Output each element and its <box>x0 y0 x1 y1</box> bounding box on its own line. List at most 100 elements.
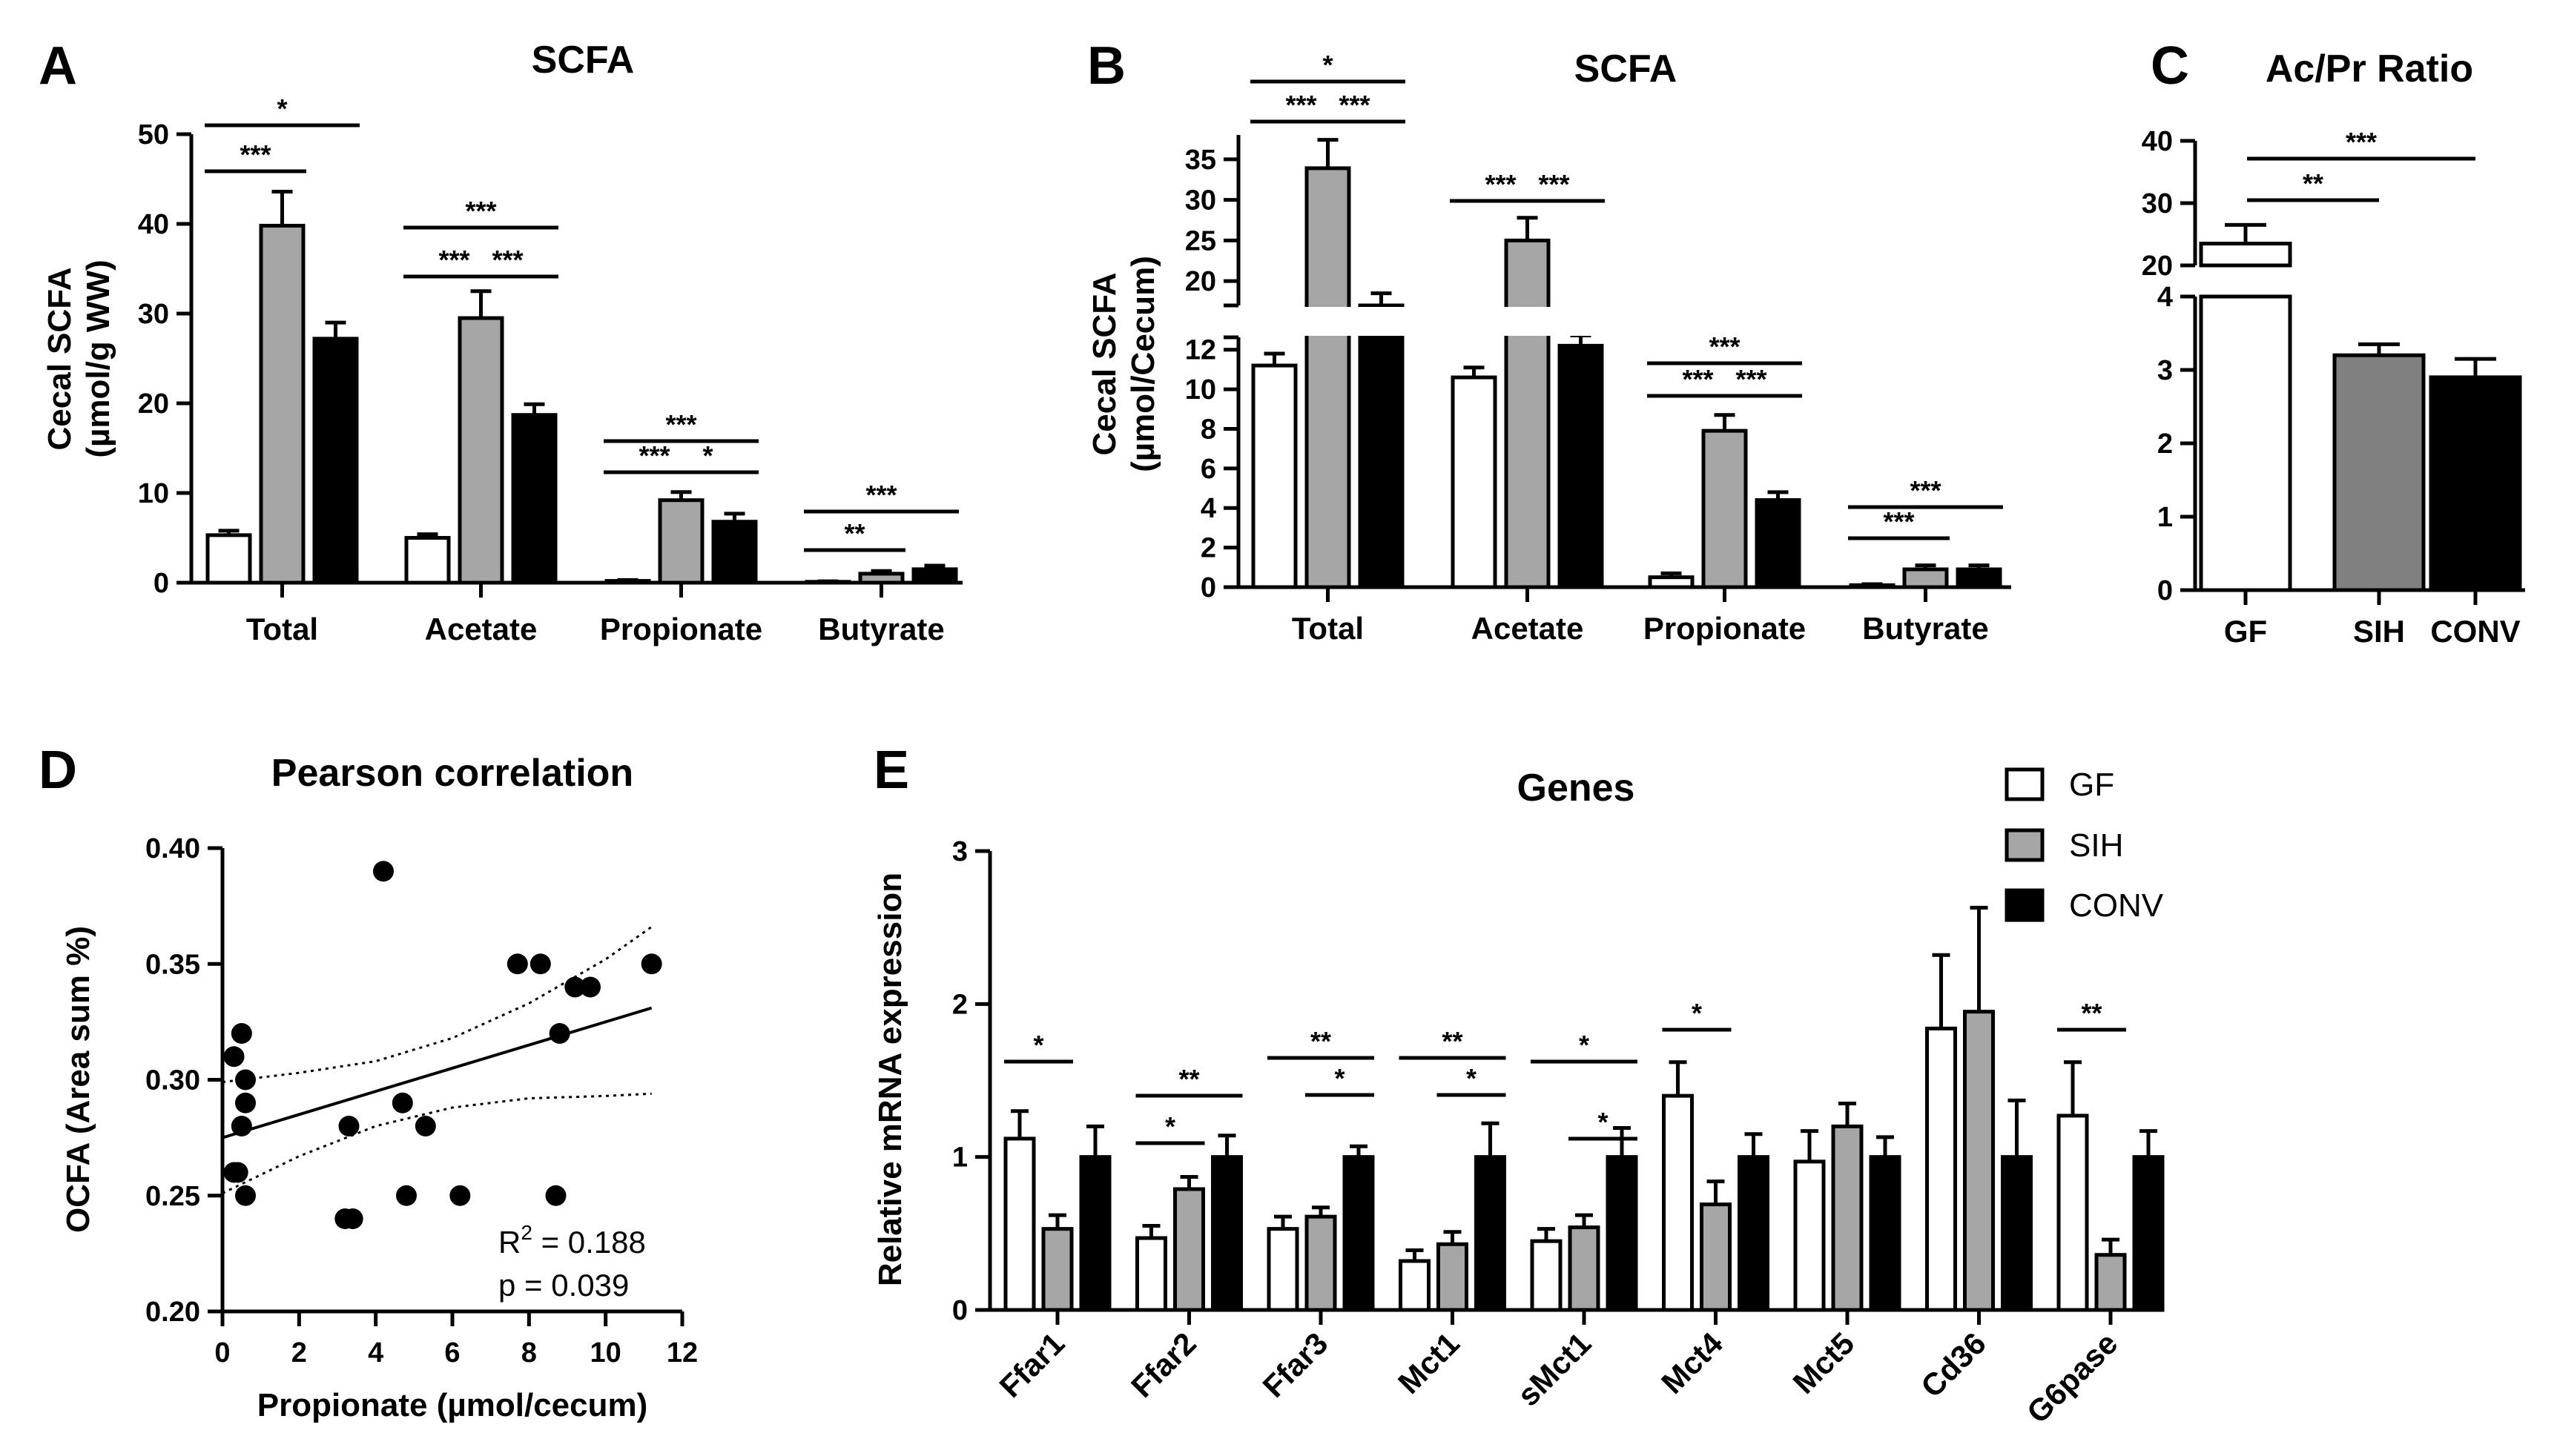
y-axis-label-line: (µmol/Cecum) <box>1125 256 1161 472</box>
category-label-group: Mct1 <box>1391 1326 1466 1400</box>
bar <box>1436 1242 1468 1312</box>
panel-e: E Genes 0 1 2 3 Relative mRNA expression Ffar1 F… <box>872 741 2165 1430</box>
y-axis-label: Relative mRNA expression <box>872 873 908 1286</box>
category-label: Propionate <box>1643 611 1806 646</box>
y-tick-label: 0 <box>952 1295 968 1326</box>
chart-title: SCFA <box>1574 47 1677 90</box>
panel-letter: C <box>2151 36 2189 96</box>
y-tick-label: 1 <box>2157 502 2173 533</box>
significance-label: ** <box>1178 1064 1199 1094</box>
category-label: Mct4 <box>1654 1326 1729 1400</box>
y-tick-label: 30 <box>138 299 169 330</box>
data-point <box>227 1162 248 1183</box>
category-label: Total <box>246 612 318 646</box>
data-point <box>449 1185 471 1206</box>
confidence-band-lower <box>222 1092 652 1194</box>
data-point <box>507 953 528 975</box>
x-tick-label: 6 <box>444 1337 460 1369</box>
bar <box>1079 1155 1112 1312</box>
data-point <box>415 1116 436 1136</box>
legend-label: GF <box>2069 767 2114 803</box>
legend-swatch <box>2005 828 2045 862</box>
bar <box>1003 1136 1036 1312</box>
legend-swatch <box>2005 767 2045 801</box>
y-tick-label: 2 <box>2157 428 2173 460</box>
y-tick-label: 8 <box>1201 414 1216 445</box>
y-axis-label-text: OCFA (Area sum %) <box>60 926 96 1233</box>
bar <box>1304 1214 1337 1312</box>
category-label: Ffar1 <box>993 1326 1072 1404</box>
bar <box>858 572 905 585</box>
y-tick-label: 12 <box>1185 335 1216 366</box>
legend-label: SIH <box>2069 827 2123 864</box>
bar <box>205 533 252 585</box>
x-tick-label: 10 <box>590 1337 621 1369</box>
y-tick-label: 20 <box>1185 266 1216 297</box>
category-label: CONV <box>2430 614 2520 649</box>
significance-label: * <box>702 440 713 471</box>
r-squared-value: = 0.188 <box>532 1225 646 1260</box>
panel-a: A SCFA 0 10 20 30 40 50 Cecal SCFA (µmol/g WW) Tot… <box>39 36 963 646</box>
significance-label: * <box>1322 50 1333 80</box>
bar <box>259 223 306 585</box>
significance-label: * <box>277 93 287 124</box>
bar <box>1606 1155 1638 1312</box>
legend-swatch <box>2005 888 2045 922</box>
bar <box>458 316 504 585</box>
y-tick-label: 30 <box>1185 185 1216 216</box>
category-label: Mct1 <box>1391 1326 1466 1400</box>
y-tick-label: 50 <box>138 119 169 150</box>
category-label-group: G6pase <box>2020 1326 2125 1430</box>
x-axis-label: Propionate (µmol/cecum) <box>257 1387 648 1423</box>
category-label: G6pase <box>2020 1326 2125 1430</box>
y-tick-label: 0 <box>154 568 169 599</box>
significance-label: ** <box>1310 1026 1331 1056</box>
legend-item: SIH <box>2005 827 2123 864</box>
bar <box>2001 1155 2033 1312</box>
bar <box>2199 294 2292 592</box>
bar <box>711 520 758 585</box>
significance-label: *** <box>665 409 696 440</box>
bar <box>2332 353 2426 592</box>
significance-label: *** <box>865 480 897 510</box>
category-label-group: Cd36 <box>1914 1326 1993 1404</box>
significance-label: ** <box>1442 1026 1462 1056</box>
y-tick-label: 0.30 <box>145 1065 200 1096</box>
bar <box>2132 1155 2165 1312</box>
bar <box>1568 1225 1600 1312</box>
category-label: Butyrate <box>818 612 944 646</box>
bar <box>1451 375 1497 589</box>
panel-b: B SCFA 0 2 4 6 8 10 12 20 25 30 35 Cecal SCFA (µmol/Ce… <box>1086 36 2011 646</box>
y-tick-label: 4 <box>2157 282 2173 313</box>
significance-label: *** <box>639 440 670 471</box>
bar <box>2056 1113 2089 1312</box>
data-point <box>580 976 601 998</box>
significance-label: ** <box>2303 168 2323 199</box>
bar <box>1869 1155 1901 1312</box>
category-label-group: Ffar3 <box>1256 1326 1335 1404</box>
y-axis-label: Cecal SCFA (µmol/g WW) <box>42 259 116 457</box>
category-label: Ffar3 <box>1256 1326 1335 1404</box>
category-label: GF <box>2224 614 2267 649</box>
y-tick-label: 2 <box>952 989 968 1020</box>
panel-letter: B <box>1087 36 1126 96</box>
x-tick-label: 2 <box>291 1337 307 1369</box>
bar <box>1041 1227 1074 1312</box>
y-tick-label: 3 <box>952 836 968 867</box>
y-axis-label-text: Relative mRNA expression <box>872 873 908 1286</box>
bar <box>2094 1253 2127 1312</box>
y-axis-label: Cecal SCFA (µmol/Cecum) <box>1086 256 1161 472</box>
r-squared-superscript: 2 <box>521 1221 532 1244</box>
bar <box>1135 1236 1167 1312</box>
x-tick-label: 8 <box>521 1337 537 1369</box>
axis-break-gap <box>2191 268 2295 294</box>
significance-label: *** <box>1485 169 1516 199</box>
significance-label: *** <box>1339 90 1370 120</box>
data-point <box>235 1092 256 1113</box>
bar <box>1173 1187 1205 1312</box>
bar <box>1267 1227 1299 1312</box>
significance-label: ** <box>844 518 865 549</box>
data-point <box>223 1046 245 1068</box>
